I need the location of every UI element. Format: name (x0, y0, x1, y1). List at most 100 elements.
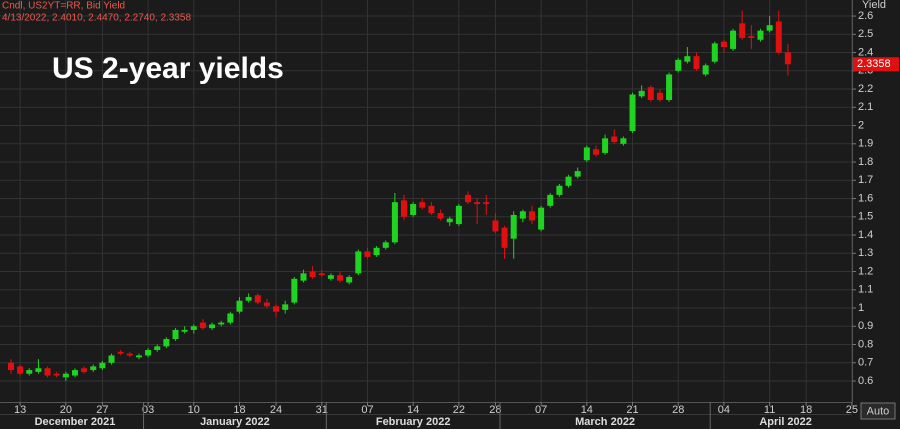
candle-body (199, 322, 206, 329)
candle-body (26, 370, 33, 374)
candle-body (446, 218, 453, 223)
candle-body (656, 92, 663, 100)
candle-body (8, 362, 14, 371)
x-tick-label: 22 (453, 404, 465, 416)
candle-body (337, 275, 344, 281)
candle-body (62, 373, 69, 378)
y-axis-label: Yield (862, 0, 886, 11)
x-tick-label: 28 (672, 404, 684, 416)
y-tick-label: 1 (858, 302, 864, 314)
auto-button-label[interactable]: Auto (867, 405, 890, 417)
y-tick-label: 1.7 (858, 174, 873, 186)
candle-body (647, 87, 654, 100)
candle-body (419, 202, 426, 208)
x-tick-label: 21 (626, 404, 638, 416)
last-value-box (853, 57, 899, 72)
candle-body (273, 306, 280, 312)
candle-body (693, 56, 700, 69)
x-tick-label: 27 (96, 404, 108, 416)
month-label: March 2022 (575, 416, 635, 428)
candle-body (766, 25, 773, 31)
candle-body (209, 324, 216, 329)
candle-body (163, 339, 170, 347)
x-tick-label: 24 (270, 404, 282, 416)
candle-body (117, 351, 124, 354)
y-tick-label: 1.3 (858, 247, 873, 259)
last-value-label: 2.3358 (857, 58, 891, 70)
candle-body (282, 304, 289, 310)
candle-body (346, 277, 353, 283)
candle-body (784, 52, 791, 65)
chart-title: US 2-year yields (52, 52, 284, 85)
candle-body (501, 227, 508, 248)
candle-body (711, 43, 718, 62)
candle-body (382, 242, 389, 248)
y-tick-label: 1.4 (858, 229, 873, 241)
candle-body (126, 353, 133, 356)
candle-body (190, 326, 197, 330)
candle-body (720, 41, 727, 48)
candle-body (730, 30, 737, 49)
candle-body (44, 368, 51, 376)
y-tick-label: 1.9 (858, 138, 873, 150)
candle-body (108, 355, 115, 363)
candle-body (437, 213, 444, 219)
y-tick-label: 1.5 (858, 211, 873, 223)
candle-body (172, 329, 179, 340)
candle-body (236, 300, 243, 312)
y-tick-label: 1.2 (858, 265, 873, 277)
candle-body (748, 36, 755, 38)
candle-body (99, 362, 106, 369)
candle-body (638, 90, 645, 97)
candle-body (483, 202, 490, 205)
candle-body (71, 370, 78, 376)
candle-body (181, 329, 188, 332)
y-tick-label: 0.9 (858, 320, 873, 332)
candle-body (465, 194, 471, 203)
x-tick-label: 18 (233, 404, 245, 416)
candle-body (135, 355, 142, 358)
y-tick-label: 2.5 (858, 28, 873, 40)
x-tick-label: 10 (188, 404, 200, 416)
candle-body (611, 136, 618, 142)
candle-body (592, 149, 599, 155)
candle-body (154, 346, 161, 350)
candle-body (35, 368, 42, 372)
candle-body (218, 322, 225, 325)
candle-body (510, 214, 517, 239)
candle-body (300, 273, 307, 281)
x-tick-label: 31 (316, 404, 328, 416)
y-tick-label: 2.2 (858, 83, 873, 95)
y-tick-label: 2.6 (858, 10, 873, 22)
candle-body (364, 251, 371, 257)
month-label: April 2022 (759, 416, 812, 428)
y-tick-label: 0.8 (858, 338, 873, 350)
candle-body (53, 373, 60, 376)
candle-body (291, 278, 298, 303)
candle-body (327, 275, 334, 279)
x-tick-label: 25 (846, 404, 858, 416)
candle-body (474, 202, 481, 205)
month-label: December 2021 (35, 416, 116, 428)
candle-body (629, 94, 636, 132)
auto-button[interactable] (860, 402, 896, 420)
x-tick-label: 18 (800, 404, 812, 416)
candle-body (227, 313, 234, 323)
candle-body (492, 220, 499, 232)
x-tick-label: 07 (535, 404, 547, 416)
candle-body (401, 200, 408, 217)
candle-body (391, 202, 398, 243)
candle-body (574, 171, 581, 177)
y-tick-label: 1.6 (858, 192, 873, 204)
candle-body (675, 59, 682, 71)
x-tick-label: 11 (764, 404, 775, 416)
month-label: February 2022 (376, 416, 451, 428)
candle-body (263, 302, 270, 307)
candle-body (775, 21, 782, 53)
candle-body (355, 251, 362, 274)
candle-body (666, 74, 673, 100)
candle-body (602, 138, 609, 153)
candle-body (318, 273, 325, 276)
